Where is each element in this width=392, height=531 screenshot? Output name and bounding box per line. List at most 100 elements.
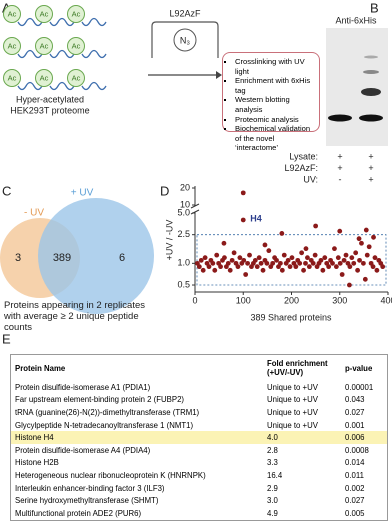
table-cell: 0.014 [344,458,365,468]
venn-plus [38,198,154,314]
step-item: Enrichment with 6xHis tag [235,76,316,95]
protein-chain [81,81,107,91]
scatter-point [256,255,262,261]
table-cell: tRNA (guanine(26)-N(2))-dimethyltransfer… [15,407,200,417]
table-cell: 0.027 [344,407,365,417]
table-cell: 0.005 [344,508,365,518]
proteome-label: HEK293T proteome [10,105,89,115]
table-cell: 2.8 [266,445,278,455]
acetyl-circle [35,37,53,55]
condition-value: - [339,174,342,184]
table-cell: 0.002 [344,483,365,493]
x-tick-label: 100 [236,295,251,305]
table-header: Fold enrichment (+UV/-UV) [266,359,328,377]
panel-label: D [160,183,169,198]
table-row: tRNA (guanine(26)-N(2))-dimethyltransfer… [11,406,388,419]
condition-value: + [337,163,342,173]
table-row: Protein disulfide-isomerase A1 (PDIA1) Un… [11,381,388,394]
table-cell: Unique to +UV [266,395,318,405]
table-row: Multifunctional protein ADE2 (PUR6) 4.9 0.… [11,507,388,520]
scatter-point [371,234,376,240]
scatter-point [237,255,243,261]
scatter-point [335,255,341,261]
table-cell: 4.0 [266,433,278,443]
scatter-point [343,252,349,258]
step-item: Western blotting analysis [235,95,316,114]
scatter-point [227,267,233,273]
table-cell: Unique to +UV [266,407,318,417]
acetyl-circle [35,69,53,87]
condition-value: + [368,174,373,184]
x-axis-label: 389 Shared proteins [250,312,332,322]
scatter-point [337,228,343,234]
acetyl-circle [67,5,85,23]
acetyl-label: Ac [72,41,81,50]
scatter-point [225,260,231,266]
protein-chain [49,49,75,59]
protein-chain [81,17,107,27]
table-row: Interleukin enhancer-binding factor 3 (I… [11,482,388,495]
acetyl-label: Ac [40,41,49,50]
venn-minus-label: - UV [24,208,44,219]
blot-band [359,114,383,122]
scatter-point [221,240,227,246]
table-cell: 0.001 [344,420,365,430]
scatter-point [363,227,369,233]
scatter-point [279,267,285,273]
x-tick-label: 0 [192,295,197,305]
venn-caption: Proteins appearing in 2 replicates with … [4,300,146,333]
step-item: Proteomic analysis [235,115,316,125]
x-tick-label: 400 [380,295,392,305]
scatter-point [285,257,291,263]
scatter-point [279,231,285,236]
scatter-point [333,264,339,270]
blot-band [361,88,381,96]
acetyl-circle [35,5,53,23]
highlight-band [196,234,387,286]
table-row: Histone H4 4.0 0.006 [10,431,388,444]
scatter-point [218,264,223,270]
scatter-point [374,267,380,273]
acetyl-label: Ac [8,9,17,18]
acetyl-circle [67,69,85,87]
scatter-point [347,264,353,270]
scatter-point [222,255,227,261]
scatter-point [341,257,347,263]
scatter-point [303,260,308,266]
scatter-point [318,257,324,263]
scatter-point [260,267,266,273]
protein-chain [81,49,107,59]
acetyl-label: Ac [8,41,17,50]
y-tick-label: 5.0 [177,207,190,217]
condition-label: UV: [303,174,318,184]
table-cell: 4.9 [266,508,278,518]
azide-label: N₃ [180,35,190,45]
table-row: Glycylpeptide N-tetradecanoyltransferase… [11,419,388,432]
arrowhead [216,71,222,79]
scatter-point [254,264,260,270]
table-row: Histone H2B 3.3 0.014 [11,457,388,470]
scatter-point [355,267,361,273]
x-tick-label: 200 [284,295,299,305]
blot-band [328,114,352,122]
panel-label: E [2,331,11,346]
scatter-point [332,246,337,252]
axis-break [190,203,200,209]
table-row: Protein disulfide-isomerase A4 (PDIA4) 2.… [11,444,388,457]
table-cell: 0.00001 [344,382,374,392]
scatter-point [310,260,316,266]
scatter-point [202,255,208,261]
scatter-point [322,255,328,261]
scatter-point [210,260,216,266]
scatter-point [380,264,386,270]
acetyl-circle [3,37,21,55]
y-tick-label: 1.0 [177,258,190,268]
table-cell: 3.3 [266,458,278,468]
scatter-point [245,260,250,266]
table-cell: Unique to +UV [266,420,318,430]
scatter-point [241,257,247,263]
table-header: Protein Name [15,363,66,373]
proteome-label: Hyper-acetylated [16,94,84,104]
scatter-point [353,250,359,256]
